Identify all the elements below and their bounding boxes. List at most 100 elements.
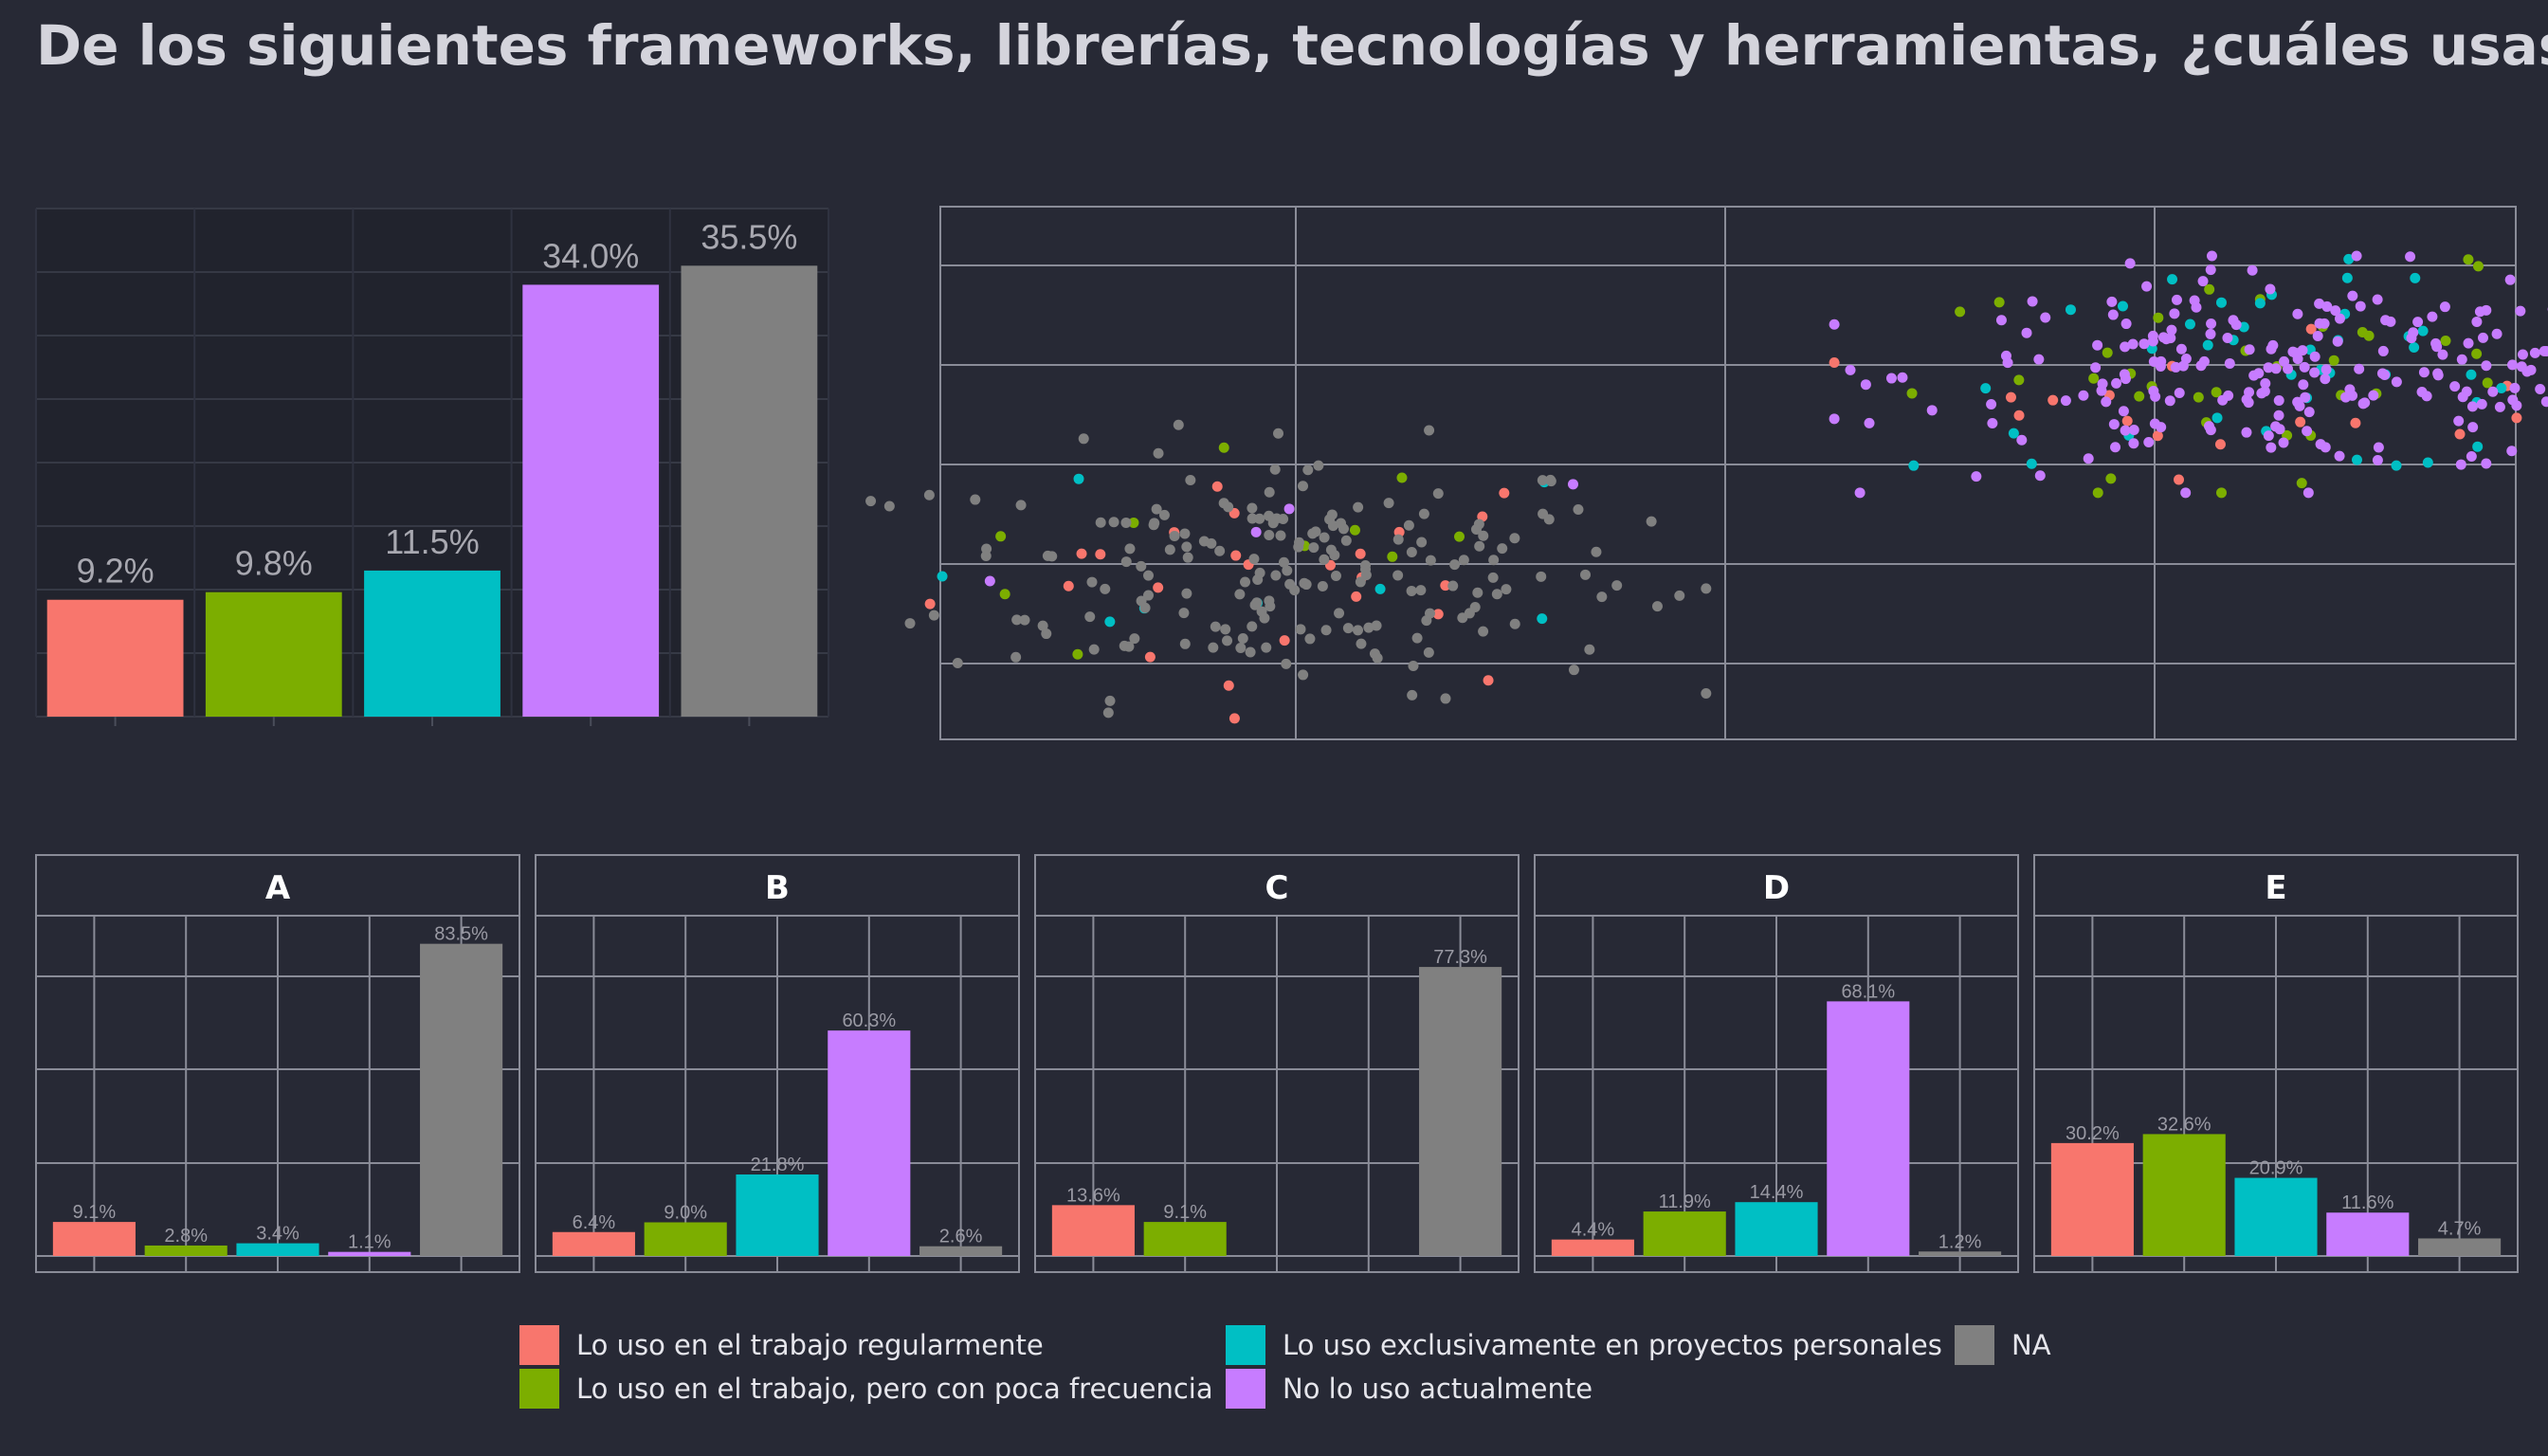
scatter-point — [2008, 428, 2019, 439]
scatter-point — [923, 489, 935, 500]
scatter-point — [2048, 394, 2059, 406]
scatter-point — [2143, 437, 2155, 448]
scatter-point — [2412, 317, 2424, 328]
scatter-point — [1537, 475, 1548, 486]
scatter-point — [2270, 363, 2282, 374]
scatter-point — [2305, 323, 2317, 335]
scatter-point — [1218, 442, 1229, 453]
scatter-point — [1491, 589, 1502, 600]
scatter-point — [1181, 588, 1192, 599]
facet-bar — [919, 1246, 1003, 1256]
scatter-point — [1411, 632, 1423, 644]
scatter-point — [2223, 390, 2234, 401]
scatter-point — [2108, 419, 2120, 430]
scatter-point — [2107, 309, 2119, 320]
scatter-point — [1124, 543, 1136, 555]
scatter-point — [2296, 478, 2307, 489]
scatter-point — [2357, 398, 2369, 410]
facet-bar-charts: A 9.1% 2.8% 3.4% 1.1% 83.5% B 6.4% 9.0% 21.8% 60.3… — [35, 854, 2519, 1273]
scatter-point — [1299, 577, 1310, 589]
scatter-point — [1424, 425, 1435, 436]
scatter-point — [2341, 272, 2353, 283]
scatter-point — [2439, 301, 2450, 313]
scatter-point — [1278, 556, 1289, 568]
scatter-point — [1136, 560, 1147, 572]
facet-bar — [144, 1245, 228, 1256]
scatter-point — [2244, 344, 2255, 355]
scatter-point — [2222, 333, 2233, 344]
scatter-point — [2106, 296, 2118, 307]
facet-title: D — [1763, 869, 1790, 907]
scatter-point — [2302, 487, 2314, 499]
scatter-point — [1284, 578, 1296, 590]
scatter-point — [2494, 401, 2505, 412]
facet-bar-label: 4.7% — [2438, 1218, 2482, 1239]
scatter-point — [2263, 430, 2274, 442]
scatter-point — [1406, 547, 1417, 558]
scatter-point — [1387, 551, 1398, 562]
scatter-point — [1310, 526, 1321, 537]
scatter-point — [2198, 355, 2210, 367]
scatter-point — [2153, 312, 2164, 323]
scatter-point — [1360, 570, 1372, 581]
scatter-point — [1250, 526, 1262, 537]
facet-bar-label: 77.3% — [1433, 947, 1487, 968]
scatter-point — [2120, 425, 2131, 436]
scatter-point — [1282, 565, 1293, 576]
scatter-point — [1240, 576, 1251, 588]
scatter-point — [1102, 707, 1114, 719]
scatter-point — [2496, 382, 2507, 393]
facet-bar-label: 11.9% — [1659, 1192, 1711, 1212]
scatter-point — [1076, 548, 1087, 559]
scatter-point — [2330, 305, 2341, 317]
scatter-point — [2027, 296, 2038, 307]
scatter-point — [2134, 391, 2145, 402]
scatter-point — [2354, 363, 2365, 374]
scatter-point — [2525, 364, 2537, 375]
scatter-point — [1019, 614, 1030, 626]
facet-bar-label: 83.5% — [434, 924, 488, 945]
scatter-point — [928, 610, 939, 621]
scatter-point — [1845, 364, 1856, 375]
scatter-point — [1275, 530, 1286, 541]
scatter-point — [2368, 390, 2379, 401]
scatter-point — [1136, 595, 1147, 607]
scatter-point — [2491, 328, 2502, 339]
facet-bar — [1051, 1205, 1135, 1256]
scatter-point — [2422, 457, 2433, 468]
scatter-point — [2292, 396, 2303, 408]
facet-title: B — [765, 869, 790, 907]
scatter-point — [1406, 585, 1417, 596]
scatter-point — [2214, 439, 2226, 450]
scatter-point — [1980, 383, 1992, 394]
scatter-point — [1483, 675, 1494, 686]
scatter-point — [2193, 391, 2204, 403]
scatter-point — [1179, 638, 1191, 649]
scatter-point — [2278, 437, 2289, 448]
scatter-point — [1440, 693, 1451, 704]
scatter-point — [2270, 421, 2282, 432]
scatter-point — [2166, 324, 2177, 336]
scatter-point — [1449, 559, 1461, 571]
facet-bar — [1551, 1239, 1634, 1256]
scatter-point — [1283, 503, 1295, 515]
scatter-point — [2128, 438, 2139, 449]
scatter-point — [1198, 536, 1210, 547]
scatter-point — [2405, 251, 2416, 263]
facet-bar — [1419, 967, 1502, 1256]
scatter-point — [1469, 602, 1481, 613]
scatter-point — [1432, 488, 1444, 500]
facet-bar — [2418, 1238, 2502, 1256]
facet-bar-label: 4.4% — [1572, 1220, 1615, 1241]
scatter-point — [1010, 651, 1022, 663]
scatter-point — [1230, 550, 1242, 561]
scatter-point — [1383, 498, 1394, 509]
scatter-point — [2265, 283, 2276, 295]
scatter-point — [2167, 274, 2178, 285]
scatter-point — [1897, 372, 1908, 383]
scatter-point — [1095, 517, 1106, 528]
scatter-point — [2504, 274, 2516, 285]
scatter-point — [2455, 459, 2466, 470]
scatter-point — [2457, 391, 2468, 403]
facet-bar-label: 13.6% — [1066, 1185, 1120, 1206]
